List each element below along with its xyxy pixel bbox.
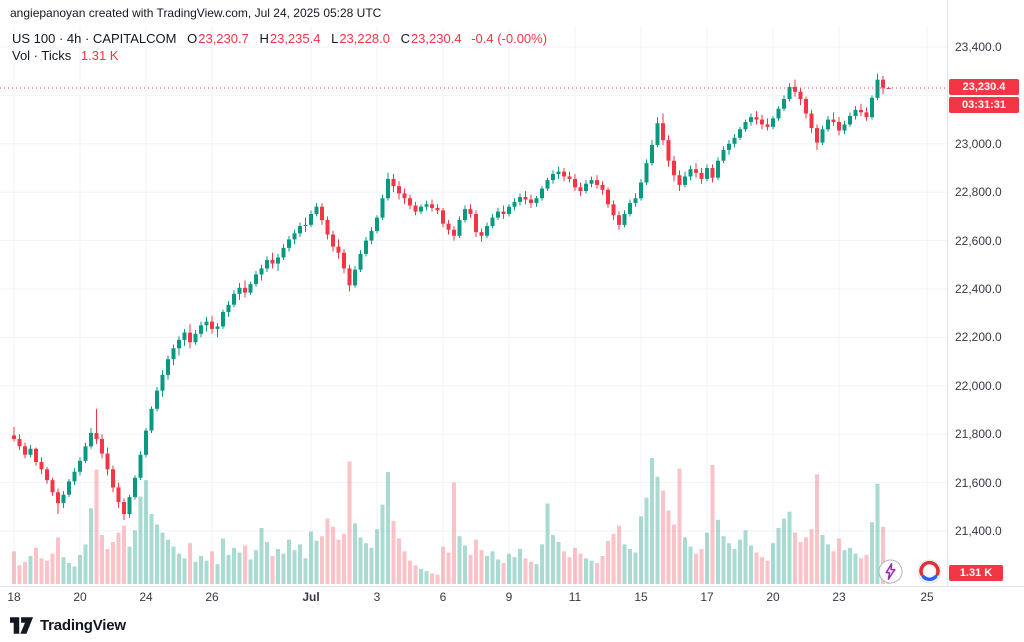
legend-volume-row: Vol · Ticks 1.31 K xyxy=(12,47,547,64)
legend: US 100 · 4h · CAPITALCOM O23,230.7 H23,2… xyxy=(12,30,547,64)
time-axis-label: 11 xyxy=(568,590,582,604)
tradingview-mark-icon xyxy=(10,616,34,634)
price-axis-label: 21,400.0 xyxy=(955,524,1002,538)
ohlc-close-label: C xyxy=(400,31,410,46)
time-axis-label: 17 xyxy=(700,590,714,604)
time-axis-label: 24 xyxy=(139,590,153,604)
price-axis-label: 22,400.0 xyxy=(955,282,1002,296)
price-axis-label: 23,400.0 xyxy=(955,40,1002,54)
ohlc-close-value: 23,230.4 xyxy=(410,31,462,46)
time-axis-label: 20 xyxy=(73,590,87,604)
footer: TradingView xyxy=(0,608,1024,642)
attribution-text: angiepanoyan created with TradingView.co… xyxy=(10,6,382,20)
time-axis-label: 20 xyxy=(766,590,780,604)
price-axis-label: 22,200.0 xyxy=(955,330,1002,345)
price-axis-label: 23,000.0 xyxy=(955,136,1002,151)
price-axis-label: 21,800.0 xyxy=(955,427,1002,442)
volume-layer xyxy=(12,458,891,584)
time-axis-label: 18 xyxy=(7,590,21,604)
flash-icon[interactable] xyxy=(878,559,903,584)
time-axis-label: 26 xyxy=(205,590,219,604)
volume-study-value: 1.31 K xyxy=(80,48,119,63)
tradingview-wordmark: TradingView xyxy=(40,616,126,634)
time-axis-label: Jul xyxy=(302,590,320,604)
ohlc-open-label: O xyxy=(187,31,198,46)
volume-study-label[interactable]: Vol · Ticks xyxy=(12,48,72,63)
ohlc-open-value: 23,230.7 xyxy=(198,31,249,46)
price-axis-label: 22,600.0 xyxy=(955,233,1002,248)
countdown-badge: 03:31:31 xyxy=(949,97,1019,114)
grid-layer xyxy=(0,26,948,586)
time-axis-label: 25 xyxy=(920,590,934,604)
candlestick-layer xyxy=(12,73,891,521)
volume-badge: 1.31 K xyxy=(949,565,1003,581)
ohlc-high-value: 23,235.4 xyxy=(269,31,321,46)
price-axis-label: 22,000.0 xyxy=(955,378,1002,393)
ohlc-low-label: L xyxy=(331,31,339,46)
symbol-title[interactable]: US 100 · 4h · CAPITALCOM xyxy=(12,31,177,46)
price-axis-label: 22,800.0 xyxy=(955,185,1002,200)
time-axis-label: 6 xyxy=(439,590,447,604)
time-axis-label: 3 xyxy=(373,590,381,604)
time-axis-label: 15 xyxy=(634,590,648,604)
corner-icons xyxy=(878,559,942,584)
time-axis-label: 23 xyxy=(832,590,846,604)
ohlc-change: -0.4 (-0.00%) xyxy=(471,31,548,46)
time-axis-label: 9 xyxy=(505,590,513,604)
tradingview-logo[interactable]: TradingView xyxy=(10,617,126,634)
legend-symbol-row: US 100 · 4h · CAPITALCOM O23,230.7 H23,2… xyxy=(12,30,547,47)
ohlc-high-label: H xyxy=(259,31,269,46)
price-axis[interactable]: 23,230.4 03:31:31 1.31 K 23,400.0 23,000.… xyxy=(947,0,1024,586)
price-axis-label: 21,600.0 xyxy=(955,475,1002,490)
capitalcom-logo-icon[interactable] xyxy=(917,559,942,584)
time-axis[interactable]: 18 20 24 26 Jul 3 6 9 11 15 17 20 23 25 xyxy=(0,586,1024,609)
ohlc-low-value: 23,228.0 xyxy=(339,31,390,46)
last-price-badge: 23,230.4 xyxy=(949,79,1019,96)
